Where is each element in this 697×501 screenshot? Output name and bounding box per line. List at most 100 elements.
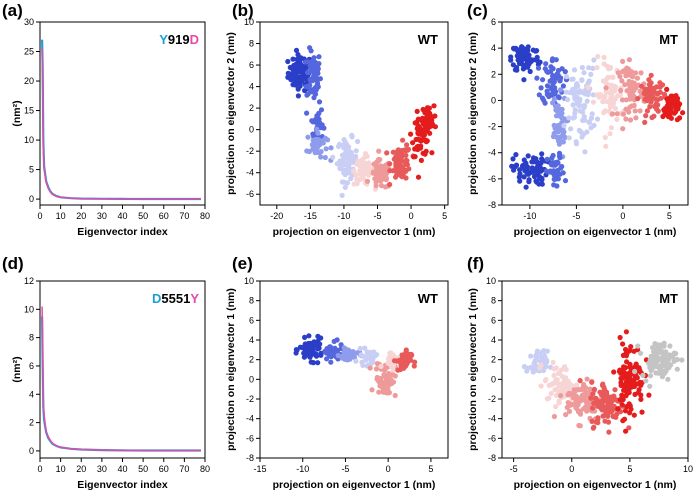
scatter-point [635,96,641,102]
scatter-point [550,162,556,168]
scatter-point [531,158,537,165]
scatter-point [610,99,617,105]
data-layer [293,333,418,399]
scatter-point [526,179,532,185]
scatter-point [551,366,557,372]
scatter-point [594,65,600,71]
scatter-point [403,175,409,181]
scatter-point [609,74,615,80]
scatter-point [667,362,673,368]
scatter-point [357,345,363,352]
scatter-point [654,106,660,112]
x-tick-label: -20 [270,211,283,221]
scatter-point [622,365,629,371]
scatter-point [312,64,318,70]
scatter-point [315,130,321,136]
scatter-point [579,77,585,83]
y-tick-label: 8 [249,296,254,306]
mutation-annotation-part: D [190,32,199,47]
scatter-point [643,378,649,384]
scatter-point [378,363,384,369]
panel-tag: MT [659,32,678,47]
scatter-point [557,155,563,161]
scatter-point [674,117,681,123]
scatter-point [620,126,626,132]
scatter-point [304,148,310,154]
scatter-point [568,76,575,82]
x-tick-label: 50 [138,211,148,221]
scatter-point [328,145,334,151]
x-axis-label: projection on eigenvector 1 (nm) [514,479,677,491]
scatter-point [322,135,329,141]
y-axis-label: (nm²) [11,356,23,382]
scatter-point [563,74,570,80]
scatter-point [637,88,643,94]
scatter-point [573,139,579,145]
scatter-point [649,114,655,121]
y-tick-label: 10 [24,135,34,145]
scatter-point [316,99,323,105]
scatter-point [560,170,566,176]
scatter-point [620,111,627,117]
scatter-point [538,383,544,389]
x-tick-label: 40 [117,211,127,221]
data-layer [41,39,201,201]
scatter-point [670,354,676,360]
plot-frame [259,280,449,459]
y-tick-label: 0 [249,374,254,384]
scatter-point [604,408,610,415]
scatter-point [346,144,352,150]
scatter-point [566,408,573,414]
scatter-point [532,359,538,365]
scatter-point [388,361,394,367]
scatter-point [540,367,547,374]
series-line-D [41,316,201,452]
scatter-point [579,134,585,140]
scatter-point [517,178,523,184]
y-tick-label: 5 [29,165,34,175]
scatter-point [620,375,626,381]
scatter-point [635,343,641,349]
scatter-point [604,75,610,82]
scatter-point [335,143,342,150]
scatter-point [307,45,313,51]
y-axis-label: (nm²) [11,100,23,126]
panel-tag: MT [659,291,678,306]
scatter-point [364,178,371,184]
x-tick-label: 0 [386,464,391,474]
scatter-point [387,181,393,188]
x-tick-label: 0 [620,211,625,221]
mutation-annotation-part: 5551 [161,291,190,306]
scatter-point [306,343,313,349]
scatter-point [658,95,664,101]
scatter-point [290,56,296,62]
scatter-point [679,357,685,363]
panel-tag: WT [418,32,438,47]
scatter-point [514,53,520,59]
scatter-point [626,66,632,72]
scatter-point [544,156,550,162]
scatter-point [344,180,350,186]
scatter-point [310,119,316,125]
scatter-point [353,148,359,154]
y-tick-label: 25 [24,47,34,57]
y-tick-label: 8 [29,333,34,343]
scatter-point [573,89,579,95]
scatter-point [313,343,319,349]
scatter-point [593,419,599,425]
scatter-point [310,131,316,137]
scatter-point [299,63,305,69]
scatter-point [350,349,356,355]
scatter-point [424,106,430,112]
scatter-point [585,80,591,86]
scatter-point [328,359,334,365]
scatter-point [589,111,595,117]
scatter-point [354,176,360,182]
scatter-cluster-10 [420,103,438,136]
scatter-point [342,356,348,362]
scatter-point [591,57,597,63]
scatter-point [363,357,369,363]
scatter-cluster-4 [353,345,380,369]
scatter-point [404,142,410,148]
scatter-point [623,428,629,434]
